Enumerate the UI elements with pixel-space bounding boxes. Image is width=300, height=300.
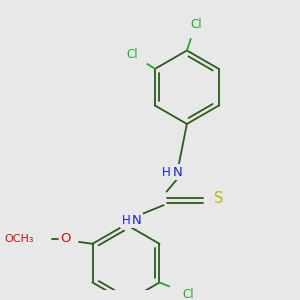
Text: Cl: Cl (191, 18, 203, 31)
Text: Cl: Cl (183, 288, 194, 300)
Text: S: S (214, 191, 224, 206)
Text: OCH₃: OCH₃ (4, 234, 34, 244)
Text: N: N (132, 214, 142, 227)
Text: H: H (162, 166, 171, 179)
Text: O: O (60, 232, 71, 245)
Text: N: N (172, 166, 182, 179)
Text: Cl: Cl (126, 48, 138, 61)
Text: H: H (122, 214, 130, 227)
